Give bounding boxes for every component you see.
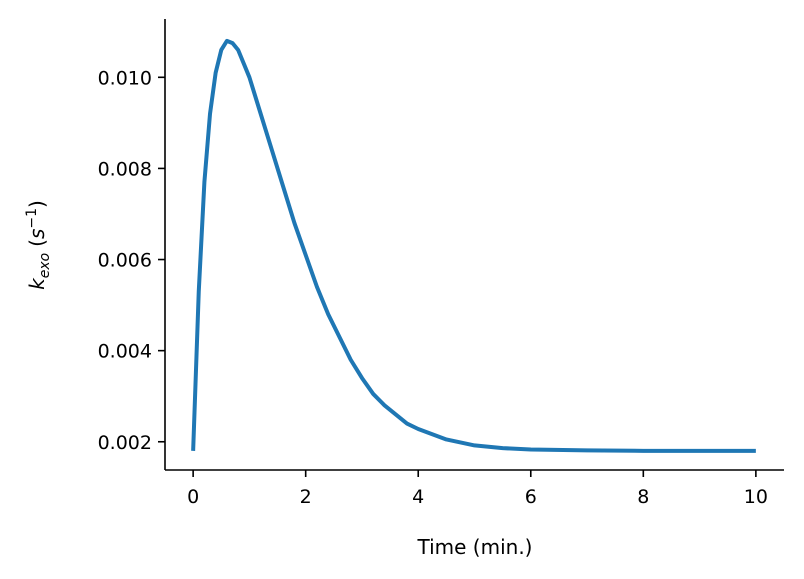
x-tick-label: 8 <box>637 486 649 508</box>
y-tick-label: 0.006 <box>98 250 152 272</box>
series-line <box>191 38 756 453</box>
x-axis-ticks: 0 2 4 6 8 10 <box>187 470 768 508</box>
y-tick-label: 0.004 <box>98 341 152 363</box>
x-tick-label: 10 <box>744 486 768 508</box>
y-tick-label: 0.008 <box>98 158 152 180</box>
x-tick-label: 6 <box>525 486 537 508</box>
y-tick-label: 0.010 <box>98 67 152 89</box>
y-axis-label: kexo(s−1) <box>24 200 53 290</box>
x-axis-label: Time (min.) <box>417 535 533 559</box>
x-tick-label: 4 <box>412 486 424 508</box>
x-tick-label: 0 <box>187 486 199 508</box>
y-tick-label: 0.002 <box>98 432 152 454</box>
x-tick-label: 2 <box>300 486 312 508</box>
y-axis-ticks: 0.002 0.004 0.006 0.008 0.010 <box>98 67 165 454</box>
